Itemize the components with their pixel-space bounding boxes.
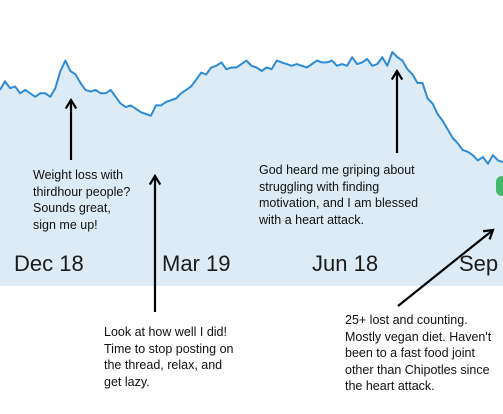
series-line (0, 51, 503, 165)
annotation-look-how-well: Look at how well I did! Time to stop pos… (104, 325, 234, 389)
x-tick-label: Mar 19 (162, 251, 231, 276)
x-tick-label: Dec 18 (14, 251, 84, 276)
arrow-weight-loss (64, 97, 78, 160)
arrow-weight-loss-head (64, 97, 78, 110)
arrow-heart-attack (390, 68, 404, 153)
arrow-25-lost-head (482, 228, 495, 240)
arrow-look-how-well-head (148, 173, 162, 186)
arrow-look-how-well (148, 173, 162, 312)
series-area (0, 52, 503, 286)
arrow-25-lost (397, 228, 495, 307)
annotation-heart-attack: God heard me griping about struggling wi… (259, 163, 419, 227)
annotation-25-lost: 25+ lost and counting. Mostly vegan diet… (345, 313, 492, 393)
current-marker (496, 176, 503, 196)
x-tick-label: Jun 18 (312, 251, 379, 276)
annotation-weight-loss: Weight loss with thirdhour people? Sound… (33, 168, 131, 232)
x-tick-label: Sep (459, 251, 499, 276)
arrow-heart-attack-head (390, 68, 404, 81)
arrow-25-lost-shaft (397, 229, 494, 307)
